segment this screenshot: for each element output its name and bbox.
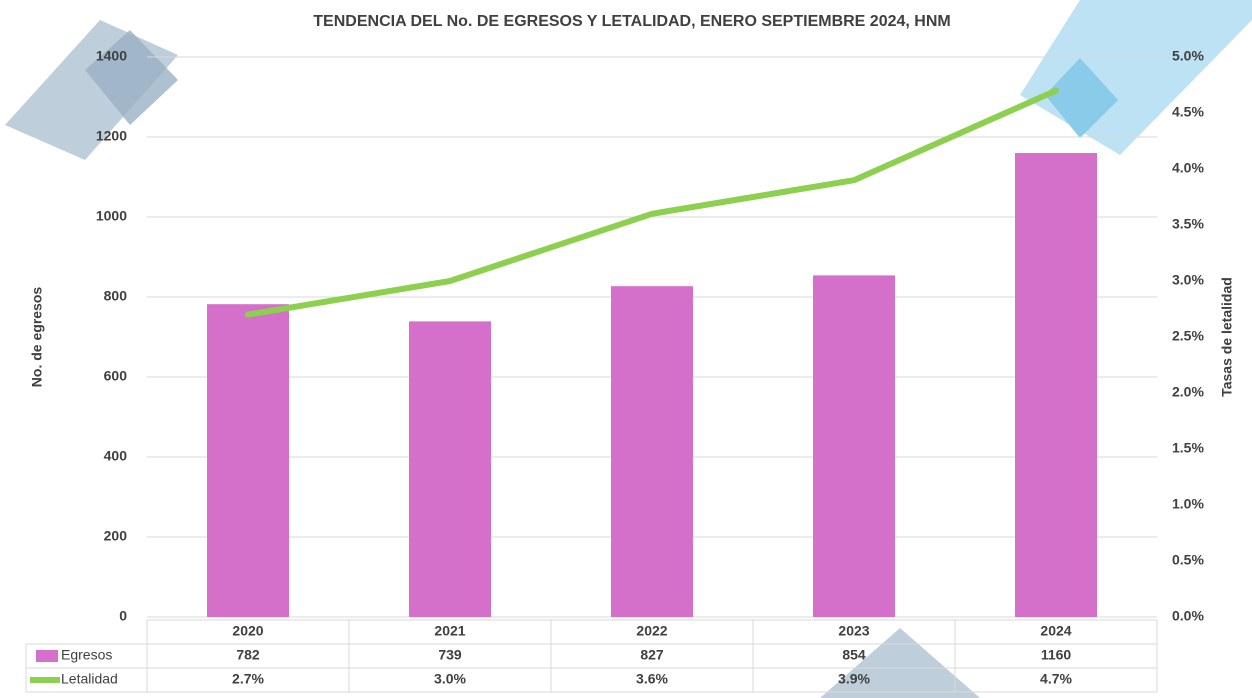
table-value: 2.7% bbox=[232, 671, 264, 687]
table-value: 4.7% bbox=[1040, 671, 1072, 687]
chart-title: TENDENCIA DEL No. DE EGRESOS Y LETALIDAD… bbox=[313, 13, 950, 30]
table-value: 827 bbox=[640, 647, 664, 663]
y-tick-label: 1400 bbox=[96, 48, 127, 64]
y2-axis-title: Tasas de letalidad bbox=[1219, 277, 1235, 397]
x-tick-label: 2024 bbox=[1040, 623, 1071, 639]
y2-tick-label: 1.0% bbox=[1172, 496, 1204, 512]
y2-tick-label: 2.0% bbox=[1172, 384, 1204, 400]
table-value: 1160 bbox=[1041, 647, 1072, 663]
bar bbox=[611, 286, 693, 617]
legend-label: Egresos bbox=[61, 647, 112, 663]
y-tick-label: 1000 bbox=[96, 208, 127, 224]
y2-tick-label: 3.0% bbox=[1172, 272, 1204, 288]
y-tick-label: 1200 bbox=[96, 128, 127, 144]
bar bbox=[207, 304, 289, 617]
table-value: 3.9% bbox=[838, 671, 870, 687]
table-value: 3.0% bbox=[434, 671, 466, 687]
x-tick-label: 2021 bbox=[434, 623, 465, 639]
x-tick-label: 2020 bbox=[232, 623, 263, 639]
bar bbox=[1015, 153, 1097, 617]
decoration bbox=[5, 0, 1252, 698]
y-tick-label: 400 bbox=[104, 448, 128, 464]
bar bbox=[813, 275, 895, 617]
table-value: 3.6% bbox=[636, 671, 668, 687]
y2-tick-label: 0.5% bbox=[1172, 552, 1204, 568]
y-tick-label: 800 bbox=[104, 288, 128, 304]
x-tick-label: 2023 bbox=[838, 623, 869, 639]
table-value: 739 bbox=[438, 647, 462, 663]
y2-tick-label: 0.0% bbox=[1172, 608, 1204, 624]
y-tick-label: 0 bbox=[119, 608, 127, 624]
y2-tick-label: 2.5% bbox=[1172, 328, 1204, 344]
y2-tick-label: 4.0% bbox=[1172, 160, 1204, 176]
legend-swatch bbox=[36, 650, 58, 662]
legend-label: Letalidad bbox=[61, 671, 118, 687]
y2-tick-label: 5.0% bbox=[1172, 48, 1204, 64]
y2-tick-label: 1.5% bbox=[1172, 440, 1204, 456]
bar bbox=[409, 321, 491, 617]
x-tick-label: 2022 bbox=[636, 623, 667, 639]
y-tick-label: 200 bbox=[104, 528, 128, 544]
y-axis-title: No. de egresos bbox=[29, 287, 45, 388]
table-value: 854 bbox=[842, 647, 866, 663]
table-value: 782 bbox=[236, 647, 260, 663]
line bbox=[245, 87, 1059, 318]
y-tick-label: 600 bbox=[104, 368, 128, 384]
y2-tick-label: 3.5% bbox=[1172, 216, 1204, 232]
y2-tick-label: 4.5% bbox=[1172, 104, 1204, 120]
